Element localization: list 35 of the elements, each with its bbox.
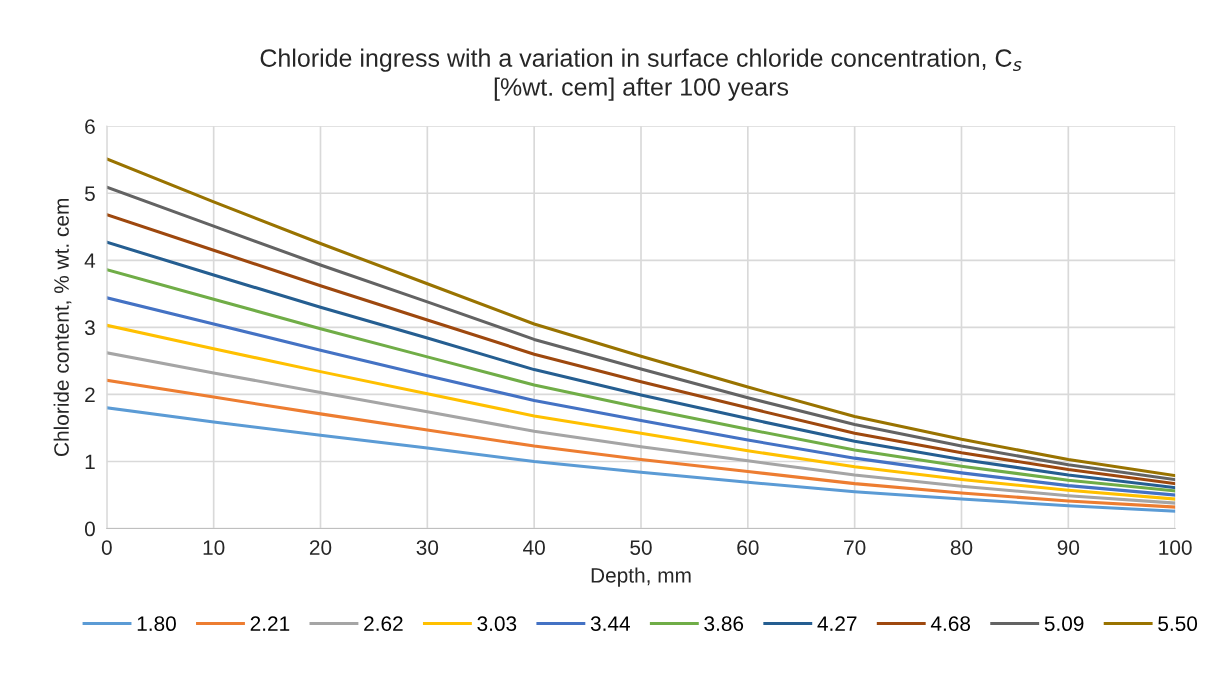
y-tick-label: 3	[84, 320, 95, 336]
x-tick-label: 70	[844, 540, 866, 555]
x-tick-label: 50	[630, 540, 652, 555]
legend-label: 1.80	[137, 616, 176, 632]
y-tick-label: 6	[85, 119, 95, 134]
legend-label: 4.27	[817, 616, 857, 631]
y-tick-label: 2	[85, 387, 95, 402]
legend-label: 4.68	[930, 616, 971, 632]
legend-label: 3.03	[477, 616, 517, 632]
x-tick-label: 0	[101, 540, 112, 555]
x-tick-label: 30	[416, 540, 439, 555]
x-tick-label: 80	[950, 540, 973, 555]
y-axis-title: Chloride content, % wt. cem	[53, 199, 72, 456]
y-tick-label: 4	[84, 253, 96, 268]
legend-label: 2.21	[250, 616, 290, 631]
x-tick-label: 10	[203, 540, 225, 555]
y-tick-label: 5	[84, 186, 95, 201]
legend-label: 3.44	[590, 616, 630, 632]
legend-label: 3.86	[704, 616, 744, 632]
line-series	[106, 406, 1176, 513]
x-tick-label: 20	[309, 540, 332, 555]
x-tick-label: 90	[1057, 540, 1080, 555]
y-tick-label: 1	[85, 454, 95, 470]
line-series	[106, 323, 1176, 501]
legend-label: 5.09	[1044, 616, 1084, 632]
line-series	[106, 378, 1176, 509]
y-tick-label: 0	[84, 521, 95, 537]
x-tick-label: 60	[737, 540, 759, 555]
chart-title: Chloride ingress with a variation in surface chloride concentration, C$_{s}$ [%wt. cem] after 100 years	[260, 48, 1022, 101]
legend-label: 2.62	[364, 616, 403, 632]
legend-label: 5.50	[1158, 616, 1198, 632]
x-tick-label: 100	[1159, 540, 1192, 555]
line-series	[106, 351, 1176, 505]
x-tick-label: 40	[523, 540, 545, 555]
x-axis-title: Depth, mm	[591, 567, 691, 587]
